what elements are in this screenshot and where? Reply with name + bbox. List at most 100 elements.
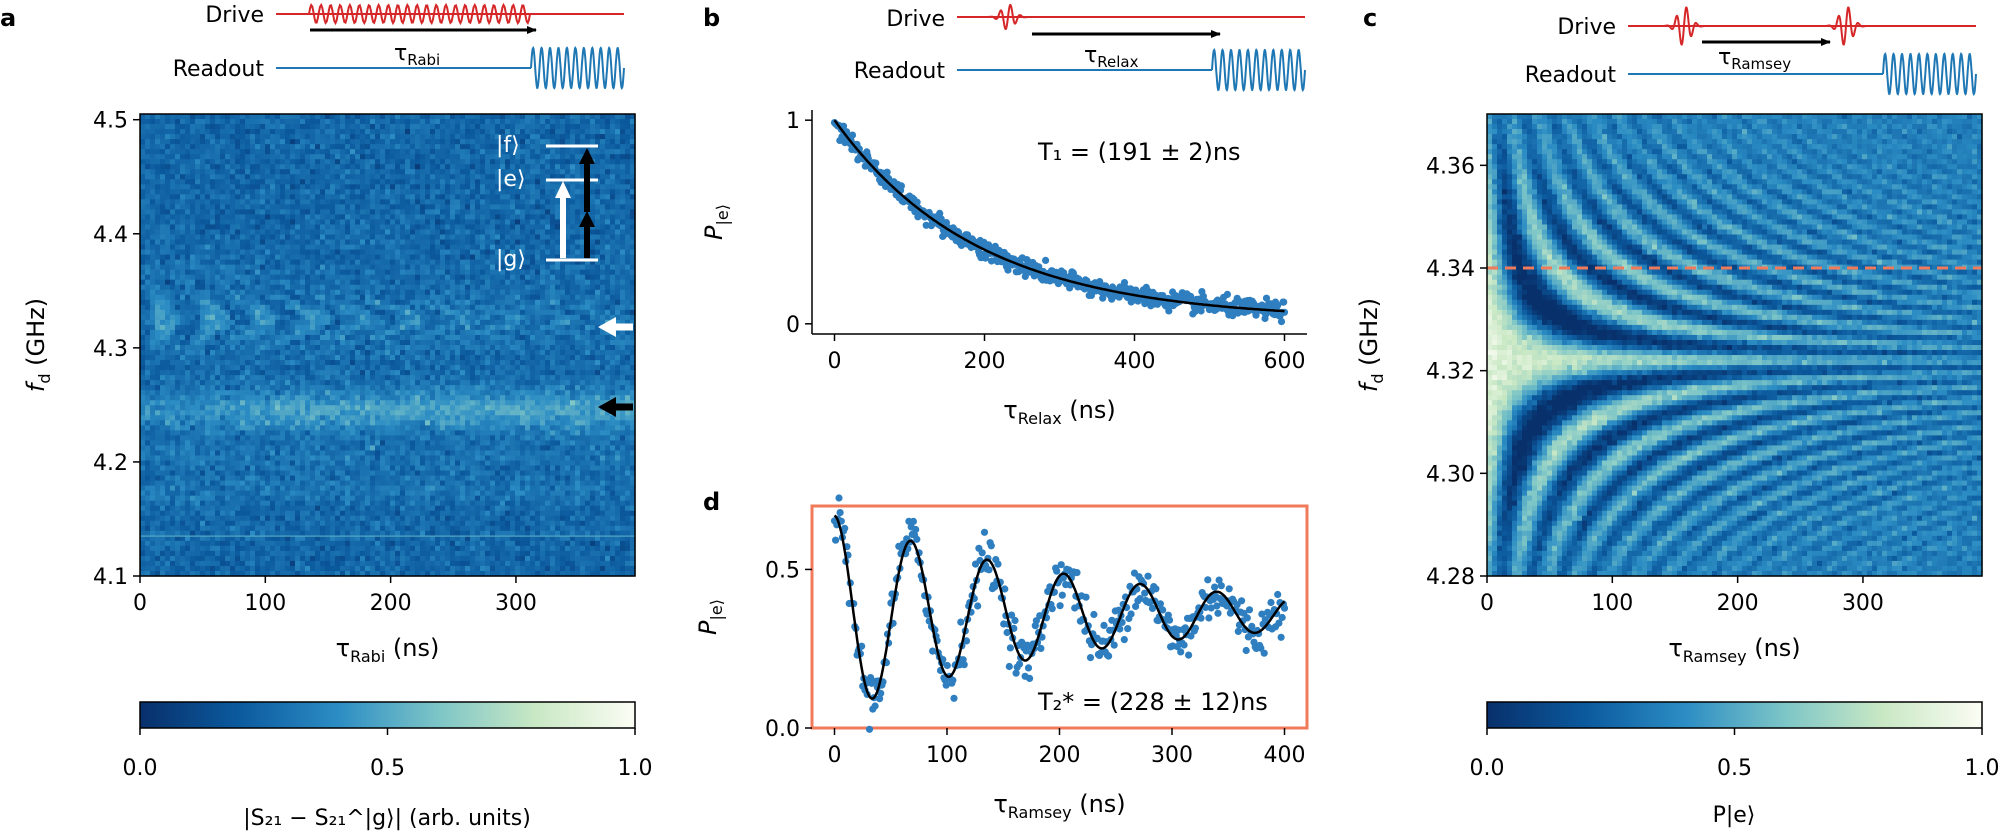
heatmap-cell bbox=[475, 269, 481, 276]
heatmap-cell bbox=[550, 244, 556, 251]
heatmap-cell bbox=[480, 239, 486, 246]
heatmap-cell bbox=[385, 189, 391, 195]
heatmap-cell bbox=[605, 189, 611, 195]
heatmap-cell bbox=[555, 334, 561, 341]
heatmap-cell bbox=[485, 279, 491, 286]
heatmap-cell bbox=[225, 189, 231, 195]
heatmap-cell bbox=[195, 164, 201, 170]
heatmap-cell bbox=[170, 314, 176, 321]
heatmap-cell bbox=[245, 254, 251, 261]
heatmap-cell bbox=[530, 314, 536, 321]
heatmap-cell bbox=[245, 294, 251, 301]
heatmap-cell bbox=[535, 284, 541, 291]
heatmap-cell bbox=[320, 284, 326, 291]
heatmap-cell bbox=[625, 360, 631, 366]
heatmap-cell bbox=[495, 324, 501, 331]
heatmap-cell bbox=[445, 279, 451, 286]
heatmap-cell bbox=[540, 159, 546, 165]
heatmap-cell bbox=[240, 334, 246, 341]
heatmap-cell bbox=[355, 259, 361, 266]
heatmap-cell bbox=[605, 309, 611, 316]
heatmap-cell bbox=[540, 350, 546, 356]
heatmap-cell bbox=[615, 169, 621, 175]
heatmap-cell bbox=[175, 334, 181, 341]
heatmap-cell bbox=[490, 204, 496, 211]
heatmap-cell bbox=[340, 299, 346, 306]
heatmap-cell bbox=[455, 119, 461, 125]
heatmap-cell bbox=[620, 169, 626, 175]
heatmap-cell bbox=[185, 319, 191, 326]
heatmap-cell bbox=[575, 289, 581, 296]
heatmap-cell bbox=[505, 334, 511, 341]
heatmap-cell bbox=[210, 350, 216, 356]
heatmap-cell bbox=[365, 355, 371, 361]
heatmap-cell bbox=[205, 239, 211, 246]
heatmap-cell bbox=[140, 114, 146, 120]
heatmap-cell bbox=[285, 324, 291, 331]
heatmap-cell bbox=[570, 199, 576, 205]
heatmap-cell bbox=[410, 134, 416, 140]
heatmap-cell bbox=[260, 114, 266, 120]
heatmap-cell bbox=[500, 134, 506, 140]
heatmap-cell bbox=[190, 189, 196, 195]
heatmap-cell bbox=[325, 134, 331, 140]
heatmap-cell bbox=[475, 244, 481, 251]
heatmap-cell bbox=[455, 219, 461, 226]
heatmap-cell bbox=[495, 144, 501, 150]
heatmap-cell bbox=[560, 294, 566, 301]
heatmap-cell bbox=[280, 209, 286, 216]
heatmap-cell bbox=[225, 339, 231, 346]
heatmap-cell bbox=[275, 204, 281, 211]
heatmap-cell bbox=[175, 299, 181, 306]
heatmap-cell bbox=[270, 274, 276, 281]
heatmap-cell bbox=[235, 159, 241, 165]
heatmap-cell bbox=[525, 189, 531, 195]
heatmap-cell bbox=[275, 319, 281, 326]
heatmap-cell bbox=[540, 319, 546, 326]
heatmap-cell bbox=[310, 360, 316, 366]
heatmap-cell bbox=[300, 159, 306, 165]
heatmap-cell bbox=[520, 134, 526, 140]
heatmap-cell bbox=[175, 199, 181, 205]
heatmap-cell bbox=[350, 159, 356, 165]
heatmap-cell bbox=[455, 144, 461, 150]
heatmap-cell bbox=[545, 304, 551, 311]
heatmap-cell bbox=[550, 194, 556, 200]
heatmap-cell bbox=[535, 339, 541, 346]
heatmap-cell bbox=[320, 304, 326, 311]
heatmap-cell bbox=[530, 355, 536, 361]
heatmap-cell bbox=[590, 129, 596, 135]
heatmap-cell bbox=[565, 219, 571, 226]
heatmap-cell bbox=[550, 329, 556, 336]
heatmap-cell bbox=[390, 269, 396, 276]
heatmap-cell bbox=[400, 174, 406, 180]
heatmap-cell bbox=[265, 279, 271, 286]
heatmap-cell bbox=[180, 339, 186, 346]
heatmap-cell bbox=[505, 219, 511, 226]
heatmap-cell bbox=[515, 119, 521, 125]
heatmap-cell bbox=[265, 249, 271, 256]
heatmap-cell bbox=[545, 124, 551, 130]
heatmap-cell bbox=[555, 149, 561, 155]
heatmap-cell bbox=[370, 129, 376, 135]
heatmap-cell bbox=[310, 129, 316, 135]
heatmap-cell bbox=[460, 269, 466, 276]
heatmap-cell bbox=[380, 284, 386, 291]
heatmap-cell bbox=[480, 164, 486, 170]
heatmap-cell bbox=[465, 234, 471, 241]
heatmap-cell bbox=[500, 234, 506, 241]
heatmap-cell bbox=[620, 269, 626, 276]
heatmap-cell bbox=[545, 329, 551, 336]
heatmap-cell bbox=[260, 279, 266, 286]
heatmap-cell bbox=[535, 129, 541, 135]
heatmap-cell bbox=[265, 324, 271, 331]
heatmap-cell bbox=[475, 219, 481, 226]
heatmap-cell bbox=[495, 199, 501, 205]
heatmap-cell bbox=[445, 179, 451, 185]
heatmap-cell bbox=[620, 289, 626, 296]
heatmap-cell bbox=[390, 319, 396, 326]
heatmap-cell bbox=[425, 114, 431, 120]
heatmap-cell bbox=[595, 114, 601, 120]
heatmap-cell bbox=[295, 319, 301, 326]
heatmap-cell bbox=[395, 269, 401, 276]
